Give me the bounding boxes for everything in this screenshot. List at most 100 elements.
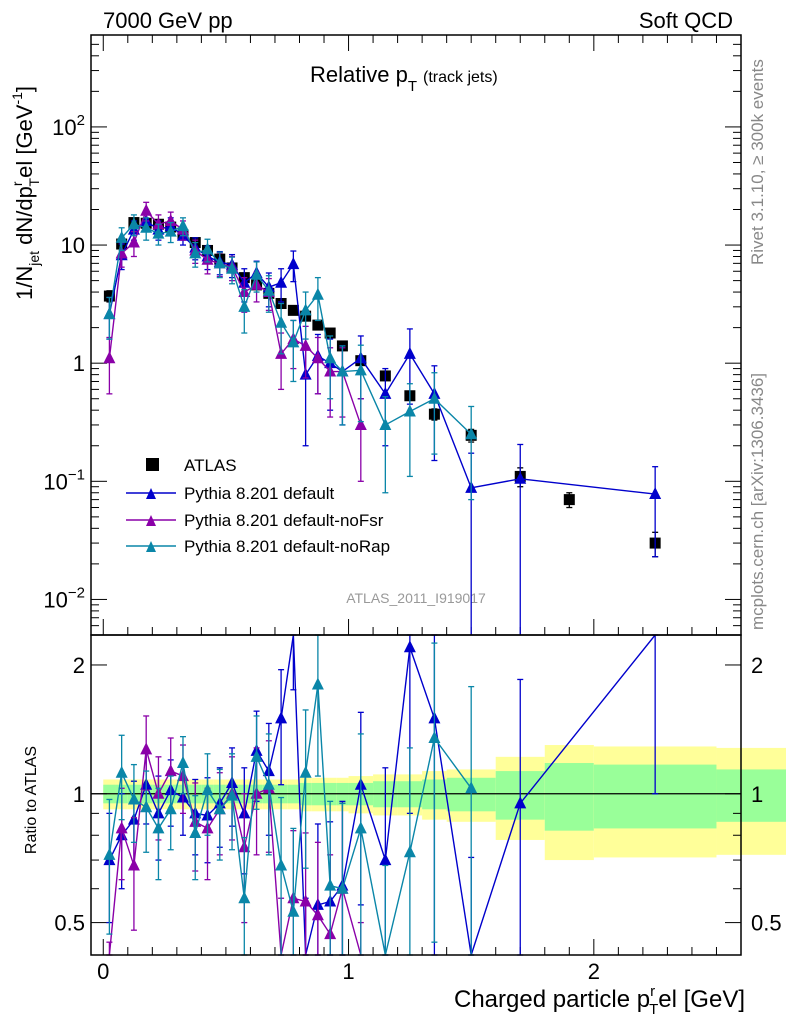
data-marker bbox=[152, 217, 165, 230]
data-marker bbox=[403, 640, 416, 653]
data-marker bbox=[201, 783, 214, 796]
data-marker bbox=[238, 891, 251, 904]
data-marker-atlas bbox=[324, 327, 336, 339]
data-marker-atlas bbox=[563, 494, 575, 506]
legend-marker-default bbox=[146, 488, 156, 499]
tick-labels: 10−2 10−1 1 10 102 0 1 2 0.5 0.5 1 1 2 2 bbox=[43, 112, 781, 984]
data-marker bbox=[140, 800, 153, 813]
data-marker bbox=[127, 792, 140, 805]
data-marker bbox=[287, 335, 300, 348]
x-axis-label: Charged particle pr Tel [GeV] bbox=[454, 983, 745, 1018]
data-marker bbox=[299, 765, 312, 778]
data-marker bbox=[250, 749, 263, 762]
main-y-tick-label: 10 bbox=[61, 233, 85, 258]
main-y-tick-label: 10−2 bbox=[43, 584, 85, 612]
data-marker bbox=[213, 802, 226, 815]
ratio-y-tick-label: 1 bbox=[73, 782, 85, 807]
data-marker bbox=[176, 218, 189, 231]
data-marker bbox=[275, 711, 288, 724]
data-marker bbox=[649, 487, 662, 500]
data-marker bbox=[262, 283, 275, 296]
data-marker bbox=[189, 246, 202, 259]
ratio-y-tick-label: 0.5 bbox=[54, 911, 85, 936]
data-marker bbox=[213, 256, 226, 269]
main-plot-marks bbox=[103, 201, 662, 635]
data-marker bbox=[103, 307, 116, 320]
data-marker bbox=[299, 303, 312, 316]
data-marker bbox=[262, 777, 275, 790]
header-left: 7000 GeV pp bbox=[103, 8, 233, 33]
main-y-tick-label: 10−1 bbox=[43, 466, 85, 494]
data-marker bbox=[354, 363, 367, 376]
data-marker bbox=[115, 230, 128, 243]
data-marker bbox=[379, 417, 392, 430]
data-marker bbox=[336, 364, 349, 377]
data-marker bbox=[275, 858, 288, 871]
data-marker bbox=[354, 417, 367, 430]
data-marker bbox=[164, 224, 177, 237]
ratio-y-tick-label-right: 2 bbox=[751, 653, 763, 678]
data-marker bbox=[127, 217, 140, 230]
analysis-tag: ATLAS_2011_I919017 bbox=[346, 590, 486, 606]
axes-ticks bbox=[91, 34, 741, 955]
data-marker bbox=[379, 853, 392, 866]
data-marker bbox=[379, 386, 392, 399]
mcplots-label: mcplots.cern.ch [arXiv:1306.3436] bbox=[748, 373, 767, 630]
data-marker bbox=[275, 315, 288, 328]
data-marker bbox=[514, 796, 527, 809]
data-marker bbox=[354, 821, 367, 834]
ratio-y-tick-label-right: 1 bbox=[751, 782, 763, 807]
ratio-band-inner bbox=[716, 769, 786, 822]
data-marker bbox=[287, 257, 300, 270]
data-marker bbox=[336, 881, 349, 894]
data-marker bbox=[164, 764, 177, 777]
data-marker bbox=[226, 261, 239, 274]
legend-marker-norap bbox=[146, 541, 156, 552]
data-marker bbox=[299, 894, 312, 907]
data-marker bbox=[428, 731, 441, 744]
data-marker bbox=[115, 821, 128, 834]
data-marker-atlas bbox=[103, 290, 115, 302]
data-marker bbox=[311, 677, 324, 690]
ratio-y-tick-label: 2 bbox=[73, 653, 85, 678]
data-marker bbox=[299, 338, 312, 351]
ratio-ylabel: Ratio to ATLAS bbox=[23, 746, 40, 854]
data-marker bbox=[189, 825, 202, 838]
data-marker bbox=[275, 275, 288, 288]
data-marker bbox=[226, 788, 239, 801]
rivet-label: Rivet 3.1.10, ≥ 300k events bbox=[748, 59, 767, 265]
data-marker bbox=[311, 908, 324, 921]
legend-label-atlas: ATLAS bbox=[184, 456, 237, 475]
x-tick-label: 2 bbox=[588, 959, 600, 984]
ratio-plot-marks bbox=[103, 634, 659, 956]
data-marker bbox=[115, 765, 128, 778]
x-tick-label: 1 bbox=[342, 959, 354, 984]
data-marker bbox=[465, 427, 478, 440]
data-marker bbox=[311, 287, 324, 300]
legend-marker-atlas bbox=[146, 458, 159, 471]
main-y-tick-label: 1 bbox=[73, 351, 85, 376]
data-marker bbox=[250, 267, 263, 280]
legend-label-default: Pythia 8.201 default bbox=[184, 484, 335, 503]
data-marker bbox=[287, 904, 300, 917]
data-marker bbox=[140, 203, 153, 216]
data-marker bbox=[324, 351, 337, 364]
data-marker bbox=[152, 226, 165, 239]
data-marker bbox=[127, 235, 140, 248]
data-marker bbox=[201, 242, 214, 255]
data-marker bbox=[140, 742, 153, 755]
legend-label-norap: Pythia 8.201 default-noRap bbox=[184, 537, 390, 556]
ratio-band-inner bbox=[544, 763, 594, 831]
x-tick-label: 0 bbox=[97, 959, 109, 984]
ratio-panel-frame bbox=[90, 634, 742, 956]
series-line-noRap bbox=[108, 223, 472, 435]
data-marker-atlas bbox=[287, 304, 299, 316]
data-marker-atlas bbox=[312, 319, 324, 331]
data-marker bbox=[514, 471, 527, 484]
main-title: Relative pT(track jets) bbox=[310, 62, 498, 95]
data-marker bbox=[152, 821, 165, 834]
data-marker bbox=[428, 391, 441, 404]
data-marker bbox=[238, 299, 251, 312]
main-ylabel: 1/Njet dN/dprTel [GeV-1] bbox=[9, 86, 42, 300]
